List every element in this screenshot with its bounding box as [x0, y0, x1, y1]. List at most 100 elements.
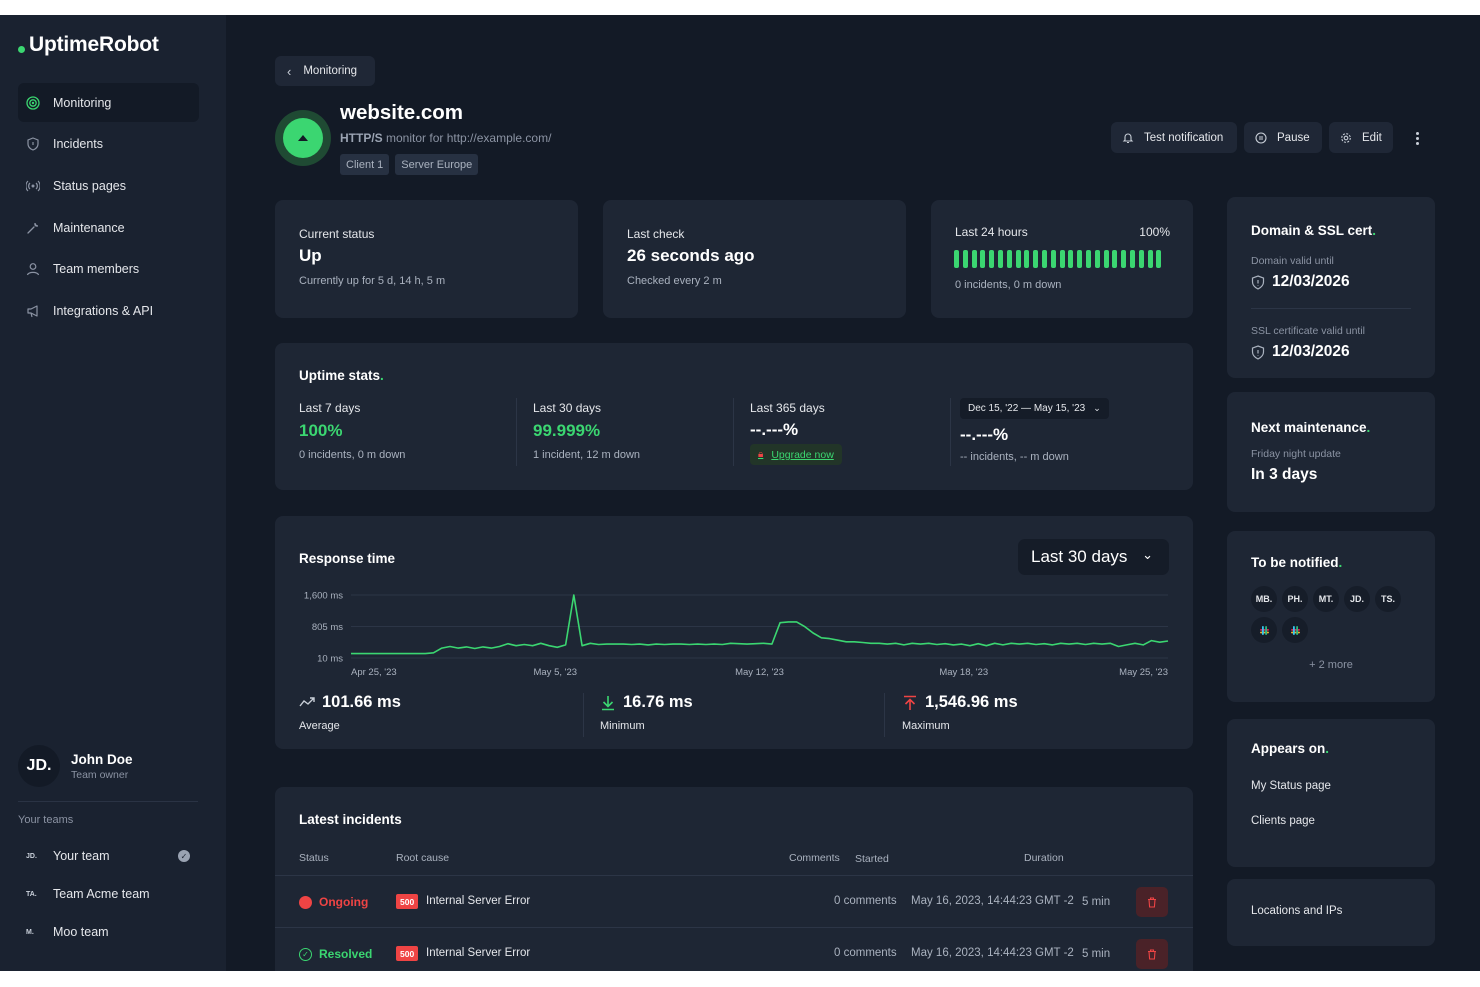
team-item-moo[interactable]: M. Moo team [18, 920, 198, 944]
uptime-bar[interactable] [1112, 250, 1118, 268]
megaphone-icon [26, 304, 40, 318]
uptime-bar[interactable] [1006, 250, 1012, 268]
uptime-bar[interactable] [1041, 250, 1047, 268]
tag[interactable]: Client 1 [340, 154, 390, 175]
test-notification-button[interactable]: Test notification [1111, 122, 1237, 153]
sidebar-item-integrations[interactable]: Integrations & API [18, 291, 199, 330]
table-row[interactable]: ✓ Resolved 500 Internal Server Error 0 c… [275, 927, 1193, 971]
to-be-notified-title: To be notified. [1251, 555, 1343, 570]
domain-valid-value: 12/03/2026 [1251, 273, 1350, 291]
range-select[interactable]: Last 30 days ⌄ [1018, 539, 1169, 575]
stat-last-7-days: Last 7 days 100% 0 incidents, 0 m down [299, 401, 405, 461]
edit-button[interactable]: Edit [1329, 122, 1393, 153]
sidebar-item-team-members[interactable]: Team members [18, 250, 199, 289]
locations-card: Locations and IPs [1227, 879, 1435, 946]
tag-list: Client 1 Server Europe [340, 154, 484, 175]
delete-incident-button[interactable] [1136, 887, 1168, 917]
uptime-bar[interactable] [1147, 250, 1153, 268]
avatar-chip[interactable]: JD. [1344, 586, 1370, 612]
logo[interactable]: UptimeRobot [18, 33, 159, 57]
uptime-bar[interactable] [1121, 250, 1127, 268]
last-check-sub: Checked every 2 m [627, 275, 722, 287]
appears-on-title: Appears on. [1251, 741, 1330, 756]
avatar-chip[interactable]: TS. [1375, 586, 1401, 612]
team-item-your-team[interactable]: JD. Your team ✓ [18, 844, 198, 868]
stat-sub: -- incidents, -- m down [960, 451, 1069, 463]
edit-label: Edit [1362, 131, 1382, 144]
uptime-bar[interactable] [1077, 250, 1083, 268]
upgrade-now-link[interactable]: 🔒︎ Upgrade now [750, 444, 842, 465]
uptime-bar[interactable] [971, 250, 977, 268]
delete-incident-button[interactable] [1136, 939, 1168, 969]
uptime-stats-title: Uptime stats. [299, 368, 384, 383]
sidebar-item-maintenance[interactable]: Maintenance [18, 208, 199, 247]
y-tick-label: 1,600 ms [304, 591, 343, 602]
last-24h-percent: 100% [1139, 225, 1170, 239]
sidebar-item-monitoring[interactable]: Monitoring [18, 83, 199, 122]
ssl-valid-label: SSL certificate valid until [1251, 325, 1365, 337]
uptime-bar[interactable] [1068, 250, 1074, 268]
monitor-url: monitor for http://example.com/ [386, 131, 552, 145]
metric-value: 101.66 ms [322, 693, 401, 711]
incident-status: Ongoing [299, 895, 368, 909]
tag[interactable]: Server Europe [395, 154, 479, 175]
status-page-link[interactable]: My Status page [1251, 780, 1331, 792]
uptime-bar[interactable] [1024, 250, 1030, 268]
uptime-bar[interactable] [962, 250, 968, 268]
stat-value: --.---% [750, 420, 799, 439]
uptime-bar[interactable] [997, 250, 1003, 268]
uptime-bar[interactable] [1129, 250, 1135, 268]
sidebar-item-status-pages[interactable]: Status pages [18, 166, 199, 205]
uptime-bar[interactable] [980, 250, 986, 268]
domain-ssl-card: Domain & SSL cert. Domain valid until 12… [1227, 197, 1435, 378]
uptime-bar[interactable] [1156, 250, 1162, 268]
sidebar-item-incidents[interactable]: Incidents [18, 125, 199, 164]
logo-text: UptimeRobot [29, 33, 159, 56]
slack-icon[interactable] [1251, 617, 1277, 643]
stat-last-30-days: Last 30 days 99.999% 1 incident, 12 m do… [533, 401, 640, 461]
incident-comments[interactable]: 0 comments [834, 895, 897, 907]
uptime-bar[interactable] [1033, 250, 1039, 268]
sidebar-item-label: Incidents [53, 137, 104, 152]
uptime-bar[interactable] [1085, 250, 1091, 268]
sidebar-nav: Monitoring Incidents Status pages Mainte… [18, 83, 199, 333]
uptime-bar[interactable] [1059, 250, 1065, 268]
uptime-bar[interactable] [1094, 250, 1100, 268]
more-recipients-link[interactable]: + 2 more [1309, 659, 1353, 671]
date-range-picker[interactable]: Dec 15, '22 — May 15, '23 ⌄ [960, 398, 1109, 419]
back-to-monitoring-button[interactable]: ‹ Monitoring [275, 56, 375, 86]
more-options-icon[interactable] [1410, 128, 1424, 148]
uptime-bar[interactable] [1015, 250, 1021, 268]
to-be-notified-card: To be notified. MB. PH. MT. JD. TS. + 2 … [1227, 531, 1435, 702]
next-maintenance-card: Next maintenance. Friday night update In… [1227, 392, 1435, 512]
team-item-acme[interactable]: TA. Team Acme team [18, 882, 198, 906]
slack-icon[interactable] [1282, 617, 1308, 643]
status-page-link[interactable]: Clients page [1251, 815, 1315, 827]
avatar-chip[interactable]: MT. [1313, 586, 1339, 612]
uptime-bar[interactable] [954, 250, 959, 268]
metric-maximum: 1,546.96 ms Maximum [902, 693, 1018, 732]
test-notification-label: Test notification [1144, 131, 1224, 144]
uptime-bar[interactable] [1138, 250, 1144, 268]
locations-and-ips-link[interactable]: Locations and IPs [1251, 905, 1343, 917]
current-status-label: Current status [299, 227, 375, 241]
last-check-label: Last check [627, 227, 685, 241]
x-tick-label: Apr 25, '23 [351, 667, 397, 678]
uptime-bar[interactable] [1103, 250, 1109, 268]
avatar-chip[interactable]: MB. [1251, 586, 1277, 612]
table-row[interactable]: Ongoing 500 Internal Server Error 0 comm… [275, 875, 1193, 927]
date-range-label: Dec 15, '22 — May 15, '23 [968, 403, 1086, 414]
incident-comments[interactable]: 0 comments [834, 947, 897, 959]
avatar-chip[interactable]: PH. [1282, 586, 1308, 612]
trend-icon [299, 696, 316, 710]
uptime-bar[interactable] [989, 250, 995, 268]
incident-cause: Internal Server Error [426, 895, 531, 907]
pause-button[interactable]: Pause [1244, 122, 1322, 153]
user-profile[interactable]: JD. John Doe Team owner [18, 745, 133, 787]
uptime-bar[interactable] [1050, 250, 1056, 268]
metric-label: Minimum [600, 720, 645, 732]
team-name: Team Acme team [53, 887, 150, 901]
last-24h-label: Last 24 hours [955, 225, 1028, 239]
stat-sub: 0 incidents, 0 m down [299, 449, 406, 461]
metric-label: Maximum [902, 720, 950, 732]
